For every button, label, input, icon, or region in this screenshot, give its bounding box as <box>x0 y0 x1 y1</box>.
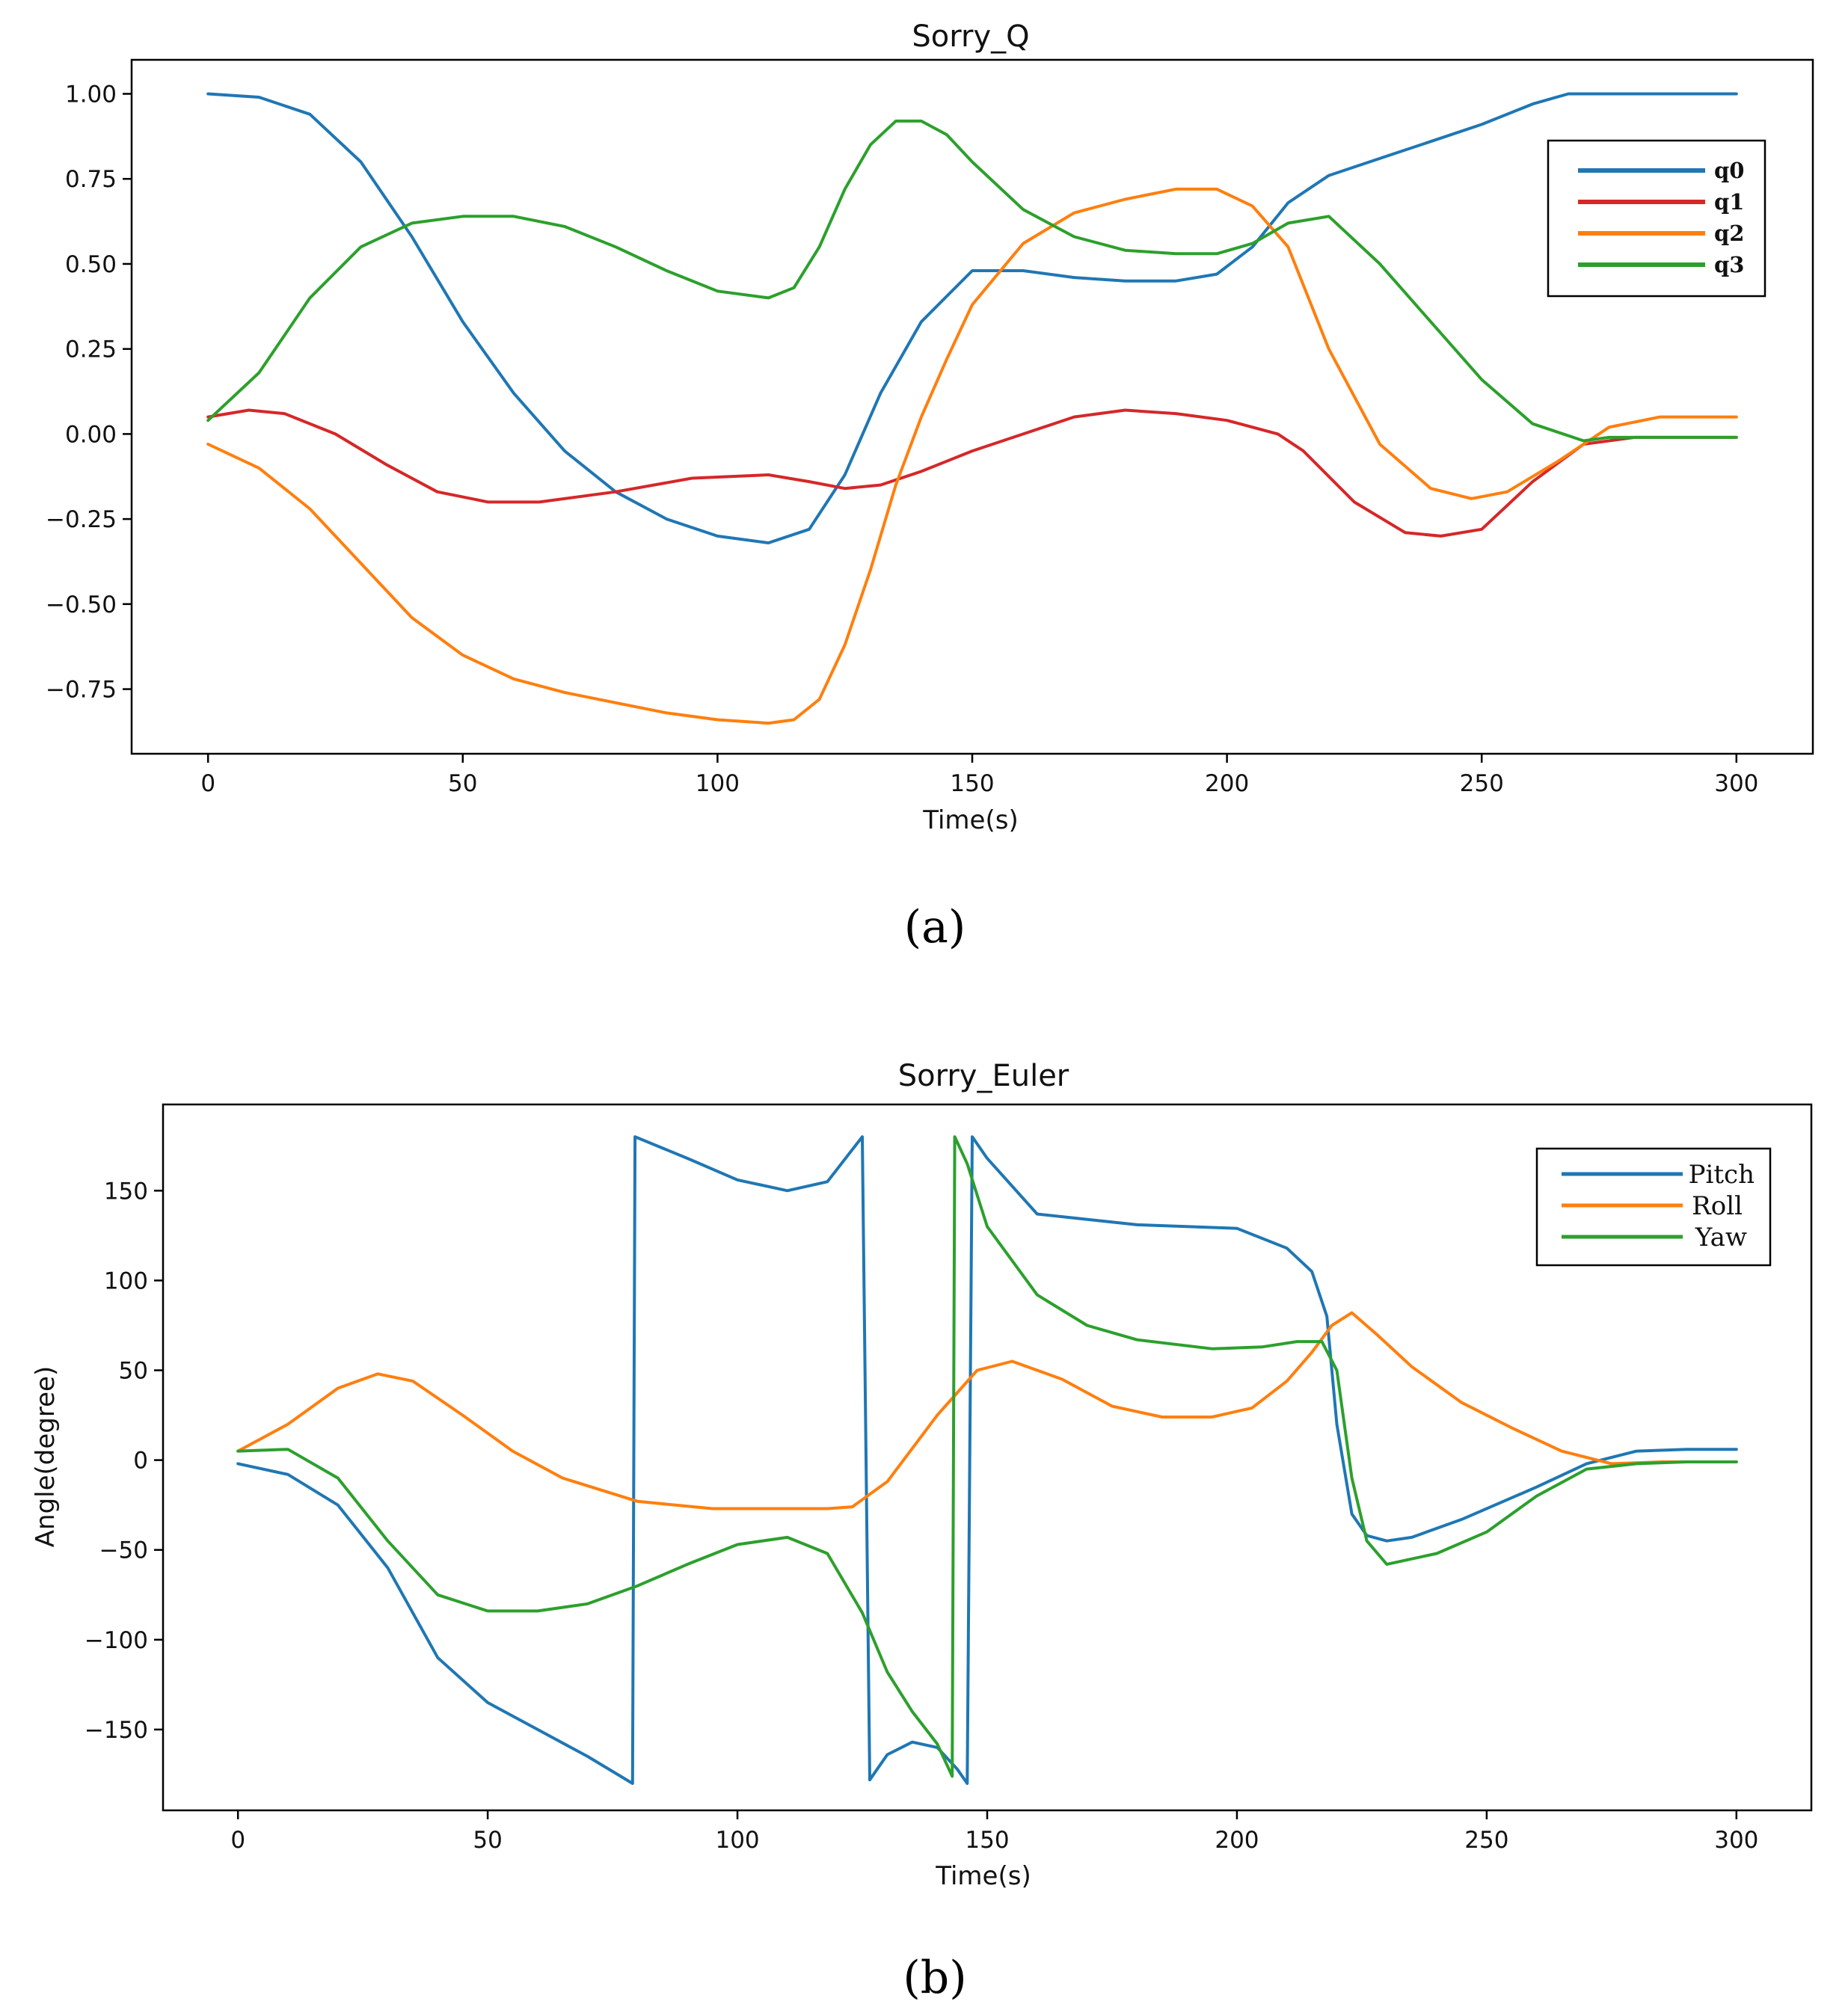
chart-b-y-axis: 150 100 50 0 −50 −100 −150 <box>85 1178 163 1744</box>
chart-b-x-tick-label: 100 <box>715 1827 759 1854</box>
series-line-q2 <box>206 187 1738 725</box>
chart-a-legend-box <box>1547 139 1766 298</box>
chart-a-y-tick-label: −0.50 <box>46 591 117 618</box>
chart-a-y-axis: 1.00 0.75 0.50 0.25 0.00 −0.25 −0.50 −0.75 <box>46 81 132 704</box>
series-line-yaw <box>236 1135 1738 1778</box>
chart-b-y-tick-label: −50 <box>99 1537 148 1564</box>
chart-a-y-tick-label: 1.00 <box>65 81 117 108</box>
chart-b-x-axis: 0 50 100 150 200 250 300 <box>230 1810 1758 1854</box>
chart-b-y-tick-label: 50 <box>119 1358 148 1385</box>
legend-item-q3: q3 <box>1578 252 1744 277</box>
chart-b-x-tick-label: 250 <box>1464 1827 1508 1854</box>
legend-label-yaw: Yaw <box>1695 1223 1747 1253</box>
legend-label-pitch: Pitch <box>1689 1160 1755 1190</box>
chart-b-y-tick-label: 100 <box>104 1267 148 1294</box>
legend-label-q3: q3 <box>1714 252 1744 277</box>
chart-a-y-tick-label: −0.75 <box>46 677 117 704</box>
legend-label-q2: q2 <box>1714 221 1744 246</box>
chart-a-title: Sorry_Q <box>912 19 1029 54</box>
chart-a-x-axis: 0 50 100 150 200 250 300 <box>200 754 1758 797</box>
chart-a-x-tick-label: 0 <box>200 770 215 797</box>
legend-label-roll: Roll <box>1692 1191 1743 1221</box>
chart-a-y-tick-label: 0.50 <box>65 251 117 278</box>
chart-b-x-tick-label: 0 <box>230 1827 245 1854</box>
chart-a-y-tick-label: −0.25 <box>46 506 117 533</box>
chart-a-x-tick-label: 200 <box>1205 770 1249 797</box>
chart-a-y-tick-label: 0.00 <box>65 421 117 448</box>
chart-b-y-tick-label: −150 <box>85 1717 148 1744</box>
chart-b-x-tick-label: 50 <box>473 1827 502 1854</box>
series-line-q3 <box>206 119 1738 443</box>
legend-item-roll: Roll <box>1562 1191 1743 1221</box>
series-line-roll <box>236 1311 1738 1510</box>
chart-a-x-axis-label: Time(s) <box>922 805 1018 835</box>
chart-quaternion: Sorry_Q 1.00 0.75 0.50 0.25 0.00 −0.25 −0.50 −0… <box>46 19 1814 835</box>
chart-b-x-axis-label: Time(s) <box>935 1861 1031 1891</box>
chart-a-series <box>206 92 1738 725</box>
chart-b-y-tick-label: −100 <box>85 1627 148 1654</box>
legend-item-pitch: Pitch <box>1562 1160 1755 1190</box>
chart-a-y-tick-label: 0.75 <box>65 166 117 193</box>
panel-label-a: (a) <box>904 901 966 953</box>
chart-a-x-tick-label: 150 <box>950 770 994 797</box>
chart-b-y-tick-label: 0 <box>133 1448 148 1475</box>
series-line-q1 <box>206 408 1738 538</box>
chart-a-x-tick-label: 250 <box>1460 770 1504 797</box>
series-line-pitch <box>236 1135 1738 1785</box>
chart-a-y-tick-label: 0.25 <box>65 336 117 363</box>
chart-b-y-axis-label: Angle(degree) <box>31 1366 61 1547</box>
legend-item-q1: q1 <box>1578 189 1744 215</box>
chart-b-series <box>236 1135 1738 1785</box>
chart-b-x-tick-label: 300 <box>1714 1827 1758 1854</box>
chart-a-x-tick-label: 100 <box>696 770 740 797</box>
chart-a-legend: q0 q1 q2 q3 <box>1547 139 1766 298</box>
legend-item-yaw: Yaw <box>1562 1223 1747 1253</box>
chart-b-x-tick-label: 200 <box>1215 1827 1259 1854</box>
chart-b-title: Sorry_Euler <box>898 1059 1069 1093</box>
series-line-q0 <box>206 92 1738 544</box>
chart-b-legend: Pitch Roll Yaw <box>1535 1147 1772 1267</box>
chart-b-x-tick-label: 150 <box>965 1827 1009 1854</box>
legend-label-q1: q1 <box>1714 189 1744 215</box>
legend-label-q0: q0 <box>1714 158 1744 183</box>
legend-item-q0: q0 <box>1578 158 1744 183</box>
panel-label-b: (b) <box>903 1952 966 2004</box>
chart-a-x-tick-label: 50 <box>448 770 477 797</box>
chart-b-y-tick-label: 150 <box>104 1178 148 1205</box>
legend-item-q2: q2 <box>1578 221 1744 246</box>
chart-a-x-tick-label: 300 <box>1714 770 1758 797</box>
